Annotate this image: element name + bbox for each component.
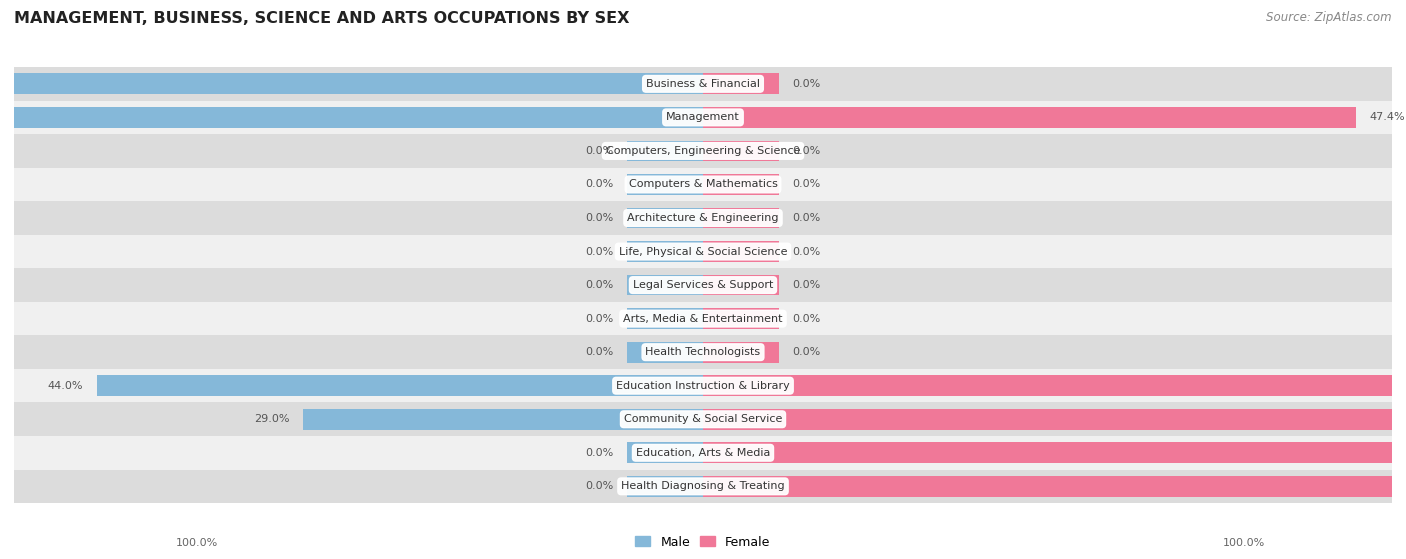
Text: Source: ZipAtlas.com: Source: ZipAtlas.com — [1267, 11, 1392, 24]
Text: Health Technologists: Health Technologists — [645, 347, 761, 357]
Bar — [14, 201, 1392, 235]
Bar — [703, 375, 1406, 396]
Text: 0.0%: 0.0% — [585, 146, 613, 156]
Bar — [703, 442, 1406, 463]
Bar — [0, 107, 703, 128]
Text: 29.0%: 29.0% — [254, 414, 290, 424]
Bar — [0, 73, 703, 94]
Text: Health Diagnosing & Treating: Health Diagnosing & Treating — [621, 481, 785, 491]
Bar — [703, 409, 1406, 430]
Text: 0.0%: 0.0% — [793, 347, 821, 357]
Bar — [14, 436, 1392, 470]
Text: 100.0%: 100.0% — [176, 538, 218, 548]
Bar — [14, 67, 1392, 101]
Text: 47.4%: 47.4% — [1369, 112, 1406, 122]
Bar — [627, 241, 703, 262]
Text: 0.0%: 0.0% — [793, 314, 821, 324]
Bar — [627, 308, 703, 329]
Bar — [627, 342, 703, 363]
Text: 0.0%: 0.0% — [793, 247, 821, 257]
Bar — [627, 476, 703, 497]
Bar — [703, 476, 1406, 497]
Text: 0.0%: 0.0% — [793, 179, 821, 190]
Bar — [14, 268, 1392, 302]
Text: Computers & Mathematics: Computers & Mathematics — [628, 179, 778, 190]
Text: 0.0%: 0.0% — [585, 213, 613, 223]
Text: 0.0%: 0.0% — [585, 347, 613, 357]
Bar — [14, 168, 1392, 201]
Text: Legal Services & Support: Legal Services & Support — [633, 280, 773, 290]
Bar — [703, 274, 779, 296]
Bar — [14, 134, 1392, 168]
Bar — [627, 207, 703, 229]
Bar — [304, 409, 703, 430]
Text: 0.0%: 0.0% — [793, 146, 821, 156]
Bar — [14, 235, 1392, 268]
Text: 0.0%: 0.0% — [585, 448, 613, 458]
Bar — [627, 140, 703, 162]
Bar — [703, 140, 779, 162]
Text: 100.0%: 100.0% — [1223, 538, 1265, 548]
Text: Business & Financial: Business & Financial — [645, 79, 761, 89]
Text: Management: Management — [666, 112, 740, 122]
Bar — [14, 101, 1392, 134]
Text: Education Instruction & Library: Education Instruction & Library — [616, 381, 790, 391]
Bar — [703, 73, 779, 94]
Text: Architecture & Engineering: Architecture & Engineering — [627, 213, 779, 223]
Text: 0.0%: 0.0% — [793, 280, 821, 290]
Bar — [703, 342, 779, 363]
Bar — [14, 302, 1392, 335]
Bar — [703, 174, 779, 195]
Bar — [14, 335, 1392, 369]
Bar — [703, 207, 779, 229]
Bar — [97, 375, 703, 396]
Text: Education, Arts & Media: Education, Arts & Media — [636, 448, 770, 458]
Text: 0.0%: 0.0% — [585, 247, 613, 257]
Bar — [627, 174, 703, 195]
Bar — [703, 107, 1357, 128]
Text: 0.0%: 0.0% — [585, 481, 613, 491]
Text: Community & Social Service: Community & Social Service — [624, 414, 782, 424]
Bar — [14, 470, 1392, 503]
Text: 0.0%: 0.0% — [585, 280, 613, 290]
Text: Arts, Media & Entertainment: Arts, Media & Entertainment — [623, 314, 783, 324]
Text: 0.0%: 0.0% — [585, 179, 613, 190]
Bar — [703, 308, 779, 329]
Text: Computers, Engineering & Science: Computers, Engineering & Science — [606, 146, 800, 156]
Text: 0.0%: 0.0% — [793, 79, 821, 89]
Text: 44.0%: 44.0% — [48, 381, 83, 391]
Legend: Male, Female: Male, Female — [630, 530, 776, 553]
Text: Life, Physical & Social Science: Life, Physical & Social Science — [619, 247, 787, 257]
Text: 0.0%: 0.0% — [793, 213, 821, 223]
Bar — [627, 442, 703, 463]
Bar — [14, 402, 1392, 436]
Text: 0.0%: 0.0% — [585, 314, 613, 324]
Bar — [703, 241, 779, 262]
Bar — [627, 274, 703, 296]
Bar — [14, 369, 1392, 402]
Text: MANAGEMENT, BUSINESS, SCIENCE AND ARTS OCCUPATIONS BY SEX: MANAGEMENT, BUSINESS, SCIENCE AND ARTS O… — [14, 11, 630, 26]
